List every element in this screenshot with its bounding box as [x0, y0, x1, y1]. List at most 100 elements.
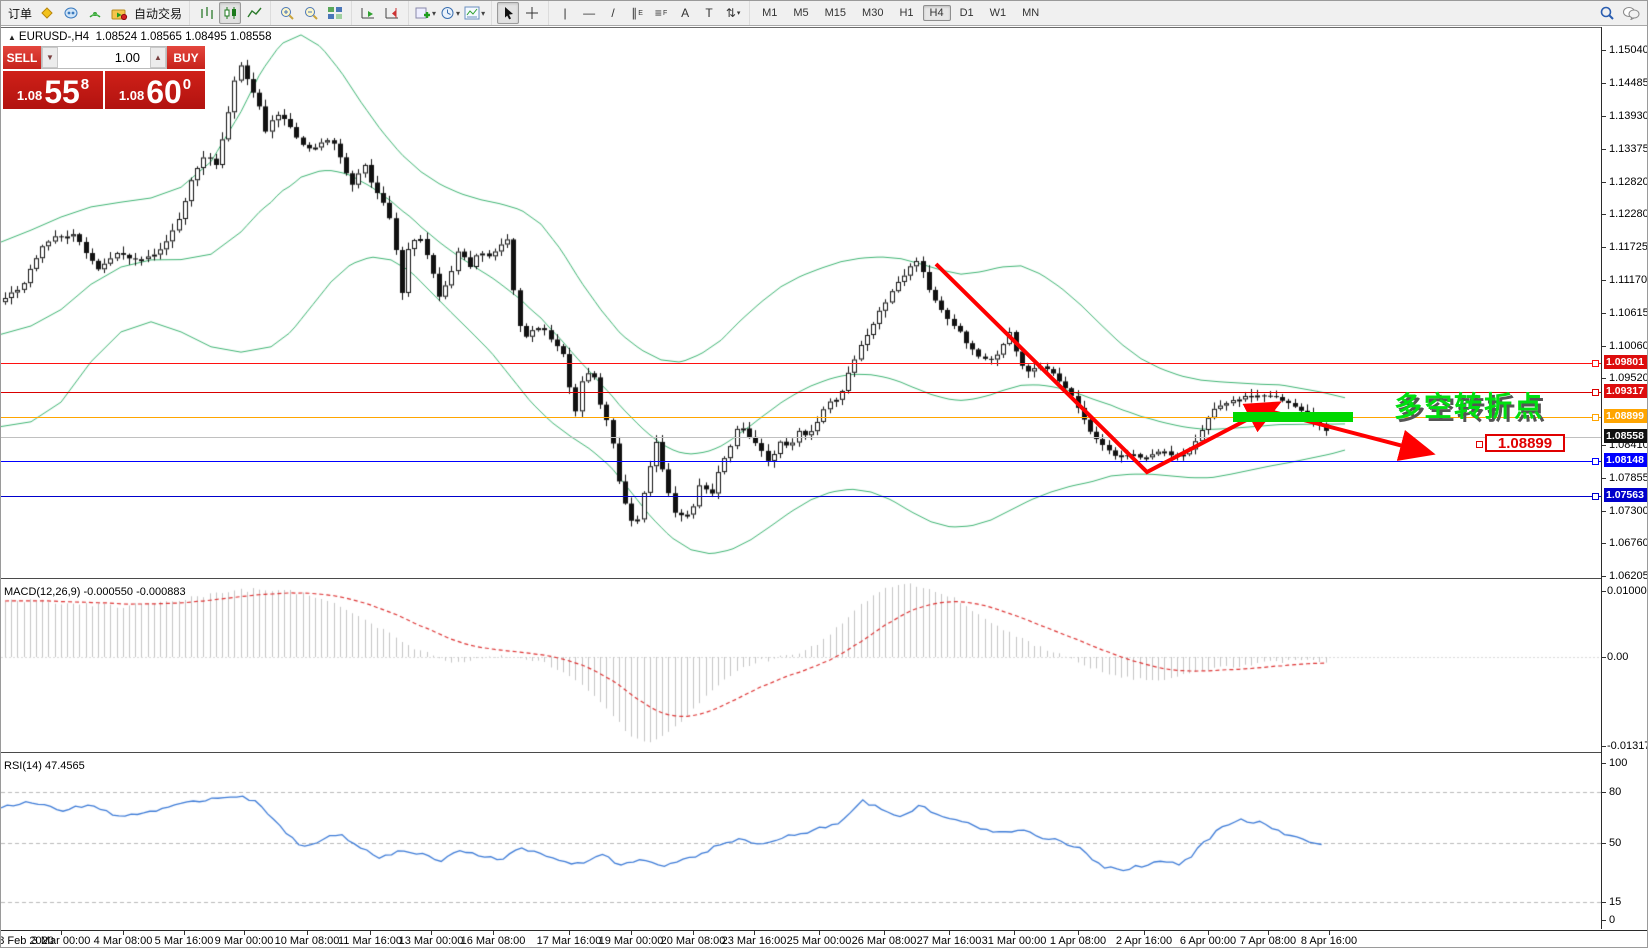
crosshair-icon[interactable]: [521, 2, 543, 24]
line-anchor[interactable]: [1592, 389, 1599, 396]
hline-1.08899[interactable]: [1, 417, 1601, 418]
hline-1.09317[interactable]: [1, 392, 1601, 393]
line-anchor[interactable]: [1592, 360, 1599, 367]
indicators-icon[interactable]: ▾: [414, 2, 437, 24]
date-label: 9 Mar 00:00: [214, 935, 274, 947]
text-label-icon[interactable]: T: [705, 6, 713, 20]
line-chart-icon[interactable]: [243, 2, 265, 24]
callout-anchor[interactable]: [1476, 441, 1483, 448]
chart-shift-icon[interactable]: [381, 2, 403, 24]
buy-price-pip: 0: [182, 76, 192, 93]
macd-tick-label: 0.00: [1607, 651, 1629, 663]
arrows-icon[interactable]: ⇅ ▾: [725, 6, 741, 20]
price-tick-label: 1.12820: [1609, 176, 1648, 188]
sell-button[interactable]: SELL: [3, 46, 41, 69]
timeframe-h1[interactable]: H1: [899, 7, 914, 19]
cursor-icon[interactable]: [497, 2, 520, 24]
date-tick: [1144, 931, 1145, 935]
price-tick: [1602, 511, 1606, 512]
timeframe-d1[interactable]: D1: [959, 7, 974, 19]
autotrading-icon[interactable]: [108, 2, 130, 24]
price-tick: [1602, 83, 1606, 84]
rsi-tick: [1602, 792, 1606, 793]
date-label: 3 Mar 00:00: [31, 935, 91, 947]
buy-button[interactable]: BUY: [167, 46, 205, 69]
timeframe-m30[interactable]: M30: [862, 7, 884, 19]
date-label: 13 Mar 00:00: [398, 935, 464, 947]
line-anchor[interactable]: [1592, 414, 1599, 421]
timeframe-m5[interactable]: M5: [793, 7, 809, 19]
trendline-icon[interactable]: /: [611, 6, 615, 20]
sell-price-box[interactable]: 1.08 55 8: [3, 71, 103, 109]
search-icon[interactable]: [1596, 2, 1618, 24]
timeframe-mn[interactable]: MN: [1022, 7, 1040, 19]
ohlc-values: 1.08524 1.08565 1.08495 1.08558: [95, 31, 272, 43]
candlestick-chart-canvas[interactable]: [1, 28, 1601, 580]
timeframe-m15[interactable]: M15: [824, 7, 847, 19]
fibonacci-icon[interactable]: ≡ F: [654, 6, 668, 20]
signals-icon[interactable]: [84, 2, 106, 24]
periods-icon[interactable]: ▾: [439, 2, 461, 24]
date-tick: [1078, 931, 1079, 935]
timeframe-w1[interactable]: W1: [989, 7, 1007, 19]
timeframe-m1[interactable]: M1: [762, 7, 778, 19]
timeframe-h4[interactable]: H4: [922, 5, 951, 21]
bar-chart-icon[interactable]: [195, 2, 217, 24]
buy-price-main: 60: [146, 74, 182, 110]
gold-ingot-icon[interactable]: [36, 2, 58, 24]
zoom-out-icon[interactable]: [300, 2, 322, 24]
price-tick-label: 1.07855: [1609, 472, 1648, 484]
date-label: 23 Mar 16:00: [721, 935, 787, 947]
equidistant-channel-icon[interactable]: ∥ E: [631, 6, 643, 20]
price-tick: [1602, 378, 1606, 379]
tile-windows-icon[interactable]: [324, 2, 346, 24]
symbol-period: EURUSD-,H4: [18, 31, 90, 43]
zoom-in-icon[interactable]: [276, 2, 298, 24]
line-anchor[interactable]: [1592, 458, 1599, 465]
auto-scroll-icon[interactable]: [357, 2, 379, 24]
date-tick: [431, 931, 432, 935]
rsi-tick-label: 80: [1609, 786, 1622, 798]
rsi-tick-label: 0: [1609, 914, 1616, 926]
date-tick: [631, 931, 632, 935]
line-anchor[interactable]: [1592, 493, 1599, 500]
turning-point-annotation[interactable]: 多空转折点: [1394, 391, 1545, 422]
price-tick-label: 1.10615: [1609, 307, 1648, 319]
templates-icon[interactable]: ▾: [463, 2, 486, 24]
date-label: 6 Apr 00:00: [1179, 935, 1237, 947]
volume-up-button[interactable]: ▲: [150, 47, 166, 68]
toolbar: 订单 自动交易 ▾ ▾ ▾ | — / ∥ E: [1, 1, 1647, 26]
vertical-line-icon[interactable]: |: [563, 6, 567, 20]
date-tick: [1329, 931, 1330, 935]
rsi-canvas[interactable]: [1, 757, 1601, 929]
horizontal-line-icon[interactable]: —: [583, 6, 596, 20]
autotrading-label[interactable]: 自动交易: [134, 6, 183, 21]
hline-1.07563[interactable]: [1, 496, 1601, 497]
candlestick-icon[interactable]: [219, 2, 242, 24]
chat-icon[interactable]: [1620, 2, 1642, 24]
new-order-button[interactable]: 订单: [8, 6, 33, 21]
price-tick: [1602, 50, 1606, 51]
chart-type-group: [189, 1, 270, 25]
buy-price-box[interactable]: 1.08 60 0: [105, 71, 205, 109]
hline-1.08558[interactable]: [1, 437, 1601, 438]
volume-input[interactable]: 1.00: [114, 50, 140, 65]
price-tick: [1602, 576, 1606, 577]
date-label: 27 Mar 16:00: [916, 935, 982, 947]
hline-1.08148[interactable]: [1, 461, 1601, 462]
macd-canvas[interactable]: [1, 583, 1601, 753]
date-label: 17 Mar 16:00: [536, 935, 602, 947]
down-up-trend-arrow[interactable]: [934, 262, 1282, 475]
price-callout-label[interactable]: 1.08899: [1485, 434, 1565, 452]
text-icon[interactable]: A: [681, 6, 690, 20]
volume-down-button[interactable]: ▼: [42, 47, 58, 68]
price-tick-label: 1.07300: [1609, 505, 1648, 517]
hline-1.09801[interactable]: [1, 363, 1601, 364]
price-axis[interactable]: 1.15040 1.14485 1.13930 1.13375 1.12820 1.122…: [1601, 27, 1648, 929]
price-badge-1.09317: 1.09317: [1604, 384, 1647, 398]
resistance-zone-rectangle[interactable]: [1233, 412, 1353, 422]
date-tick: [123, 931, 124, 935]
community-icon[interactable]: [60, 2, 82, 24]
